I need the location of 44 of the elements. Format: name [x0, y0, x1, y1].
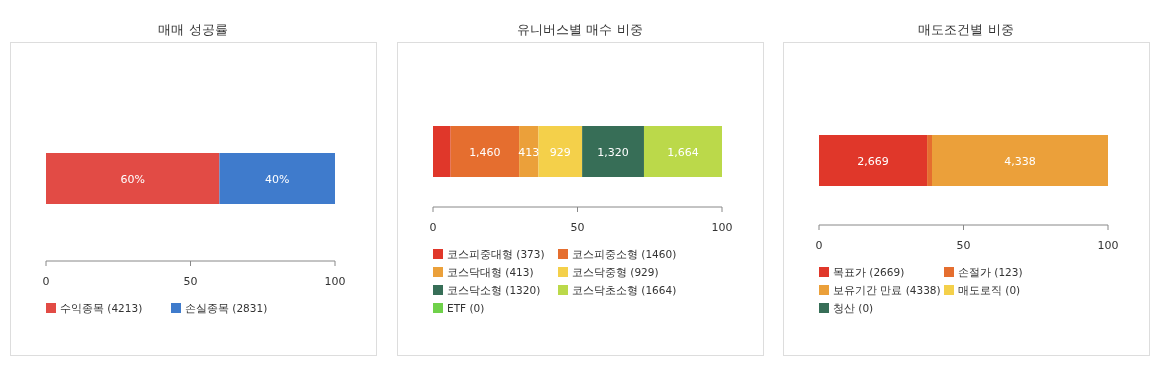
legend-label: 목표가 (2669) [833, 266, 905, 278]
annotation: 929 [549, 145, 571, 159]
legend-label: ETF (0) [447, 302, 485, 314]
annotation: 4,338 [1004, 154, 1036, 168]
annotation: 1,664 [667, 145, 699, 159]
bar [932, 135, 1108, 186]
bar [433, 126, 451, 177]
legend-label: 매도로직 (0) [958, 284, 1021, 296]
legend-label: 코스닥초소형 (1664) [572, 284, 677, 296]
bar [927, 135, 932, 186]
bar [519, 126, 539, 177]
data-label: 60% [120, 172, 145, 186]
chart-title: 매매 성공률 [158, 22, 228, 37]
legend-label: 코스닥대형 (413) [447, 266, 534, 278]
x-tick-label: 0 [815, 239, 823, 252]
legend-label: 보유기간 만료 (4338) [833, 284, 941, 296]
bar [643, 126, 722, 177]
legend-label: 손실종목 (2831) [185, 302, 268, 314]
legend-label: 코스피중소형 (1460) [572, 248, 677, 260]
chart-title: 매도조건별 비중 [918, 22, 1014, 37]
legend-label: 코스닥중형 (929) [572, 266, 659, 278]
x-tick-label: 100 [1097, 239, 1119, 252]
annotation: 1,320 [597, 145, 629, 159]
annotation: 1,460 [469, 145, 501, 159]
legend-label: 코스닥소형 (1320) [447, 284, 541, 296]
x-tick-label: 50 [956, 239, 971, 252]
chart-title: 유니버스별 매수 비중 [517, 22, 643, 37]
x-tick-label: 0 [42, 275, 50, 288]
bar [450, 126, 520, 177]
bar [819, 135, 928, 186]
x-tick-label: 0 [429, 221, 437, 234]
legend-label: 청산 (0) [833, 302, 874, 314]
legend-label: 코스피중대형 (373) [447, 248, 545, 260]
x-tick-label: 50 [570, 221, 585, 234]
annotation: 413 [518, 145, 540, 159]
annotation: 2,669 [857, 154, 889, 168]
x-tick-label: 100 [324, 275, 346, 288]
x-tick-label: 50 [183, 275, 198, 288]
legend-label: 손절가 (123) [958, 266, 1023, 278]
x-tick-label: 100 [711, 221, 733, 234]
bar [582, 126, 644, 177]
data-label: 40% [264, 172, 290, 186]
bar [538, 126, 583, 177]
legend-label: 수익종목 (4213) [60, 302, 143, 314]
